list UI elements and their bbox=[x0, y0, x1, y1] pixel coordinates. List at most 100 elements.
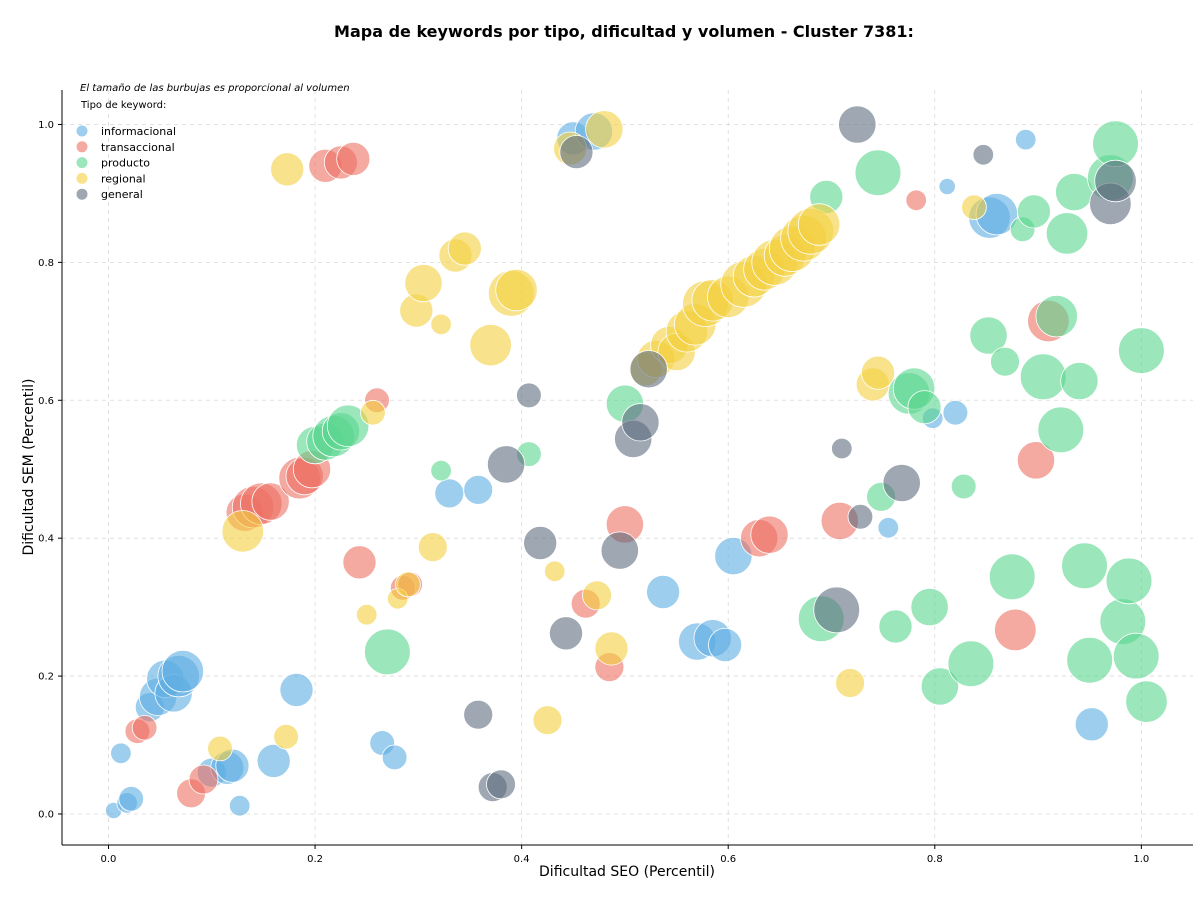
bubble-general bbox=[486, 445, 526, 484]
x-tick-label: 0.8 bbox=[927, 854, 943, 865]
x-axis-ticks: 0.0 0.2 0.4 0.6 0.8 1.0 bbox=[101, 845, 1149, 865]
bubble-regional bbox=[430, 313, 452, 336]
x-tick-label: 0.6 bbox=[720, 854, 736, 865]
y-tick-label: 0.8 bbox=[38, 258, 54, 269]
bubble-transaccional bbox=[336, 141, 371, 176]
chart-title: Mapa de keywords por tipo, dificultad y … bbox=[334, 22, 914, 41]
bubble-informacional bbox=[434, 478, 465, 509]
legend-label-informacional: informacional bbox=[101, 125, 176, 138]
bubble-regional bbox=[532, 705, 563, 736]
bubble-regional bbox=[797, 203, 841, 246]
bubble-regional bbox=[417, 532, 448, 562]
bubble-informacional bbox=[877, 517, 900, 539]
bubble-general bbox=[559, 135, 594, 170]
y-tick-label: 0.4 bbox=[38, 534, 54, 545]
bubble-general bbox=[838, 105, 877, 144]
bubble-general bbox=[600, 531, 639, 570]
y-tick-label: 0.0 bbox=[38, 809, 54, 820]
bubble-informacional bbox=[118, 785, 144, 812]
bubble-informacional bbox=[463, 474, 494, 505]
bubble-regional bbox=[469, 323, 512, 367]
bubble-general bbox=[621, 403, 660, 442]
bubble-general bbox=[549, 616, 584, 651]
legend-label-regional: regional bbox=[101, 172, 146, 185]
bubble-producto bbox=[1035, 295, 1078, 338]
bubble-regional bbox=[594, 631, 629, 666]
bubble-producto bbox=[1061, 542, 1108, 590]
bubble-regional bbox=[544, 560, 566, 583]
bubble-regional bbox=[273, 723, 299, 750]
bubble-informacional bbox=[1074, 707, 1109, 742]
legend-label-producto: producto bbox=[101, 157, 150, 170]
bubble-informacional bbox=[646, 575, 681, 610]
bubble-size-note: El tamaño de las burbujas es proporciona… bbox=[80, 83, 350, 94]
bubble-producto bbox=[326, 404, 370, 447]
bubble-regional bbox=[582, 580, 612, 611]
bubble-regional bbox=[961, 194, 987, 221]
bubble-producto bbox=[907, 390, 942, 425]
bubble-regional bbox=[270, 152, 305, 187]
bubble-transaccional bbox=[131, 714, 158, 741]
x-tick-label: 0.0 bbox=[101, 854, 117, 865]
bubble-regional bbox=[356, 604, 378, 626]
legend-label-transaccional: transaccional bbox=[101, 141, 175, 154]
bubble-producto bbox=[1060, 361, 1099, 401]
bubble-general bbox=[972, 144, 995, 166]
bubble-producto bbox=[1019, 353, 1067, 401]
bubble-general bbox=[463, 699, 494, 730]
y-axis-ticks: 0.0 0.2 0.4 0.6 0.8 1.0 bbox=[38, 120, 62, 820]
bubble-producto bbox=[920, 667, 960, 706]
x-tick-label: 1.0 bbox=[1133, 854, 1149, 865]
bubble-producto bbox=[969, 316, 1008, 355]
bubble-producto bbox=[1037, 406, 1085, 454]
bubble-regional bbox=[404, 263, 443, 303]
bubble-producto bbox=[1125, 680, 1168, 723]
bubbles bbox=[105, 105, 1168, 820]
bubble-regional bbox=[861, 355, 896, 390]
legend-title: Tipo de keyword: bbox=[80, 100, 166, 111]
bubble-producto bbox=[430, 459, 452, 482]
x-tick-label: 0.2 bbox=[307, 854, 323, 865]
bubble-regional bbox=[585, 110, 624, 149]
legend-marker-producto bbox=[76, 157, 88, 169]
bubble-regional bbox=[207, 735, 233, 762]
y-tick-label: 1.0 bbox=[38, 120, 54, 131]
bubble-general bbox=[847, 503, 874, 530]
bubble-regional bbox=[395, 571, 421, 598]
bubble-informacional bbox=[256, 743, 291, 778]
bubble-general bbox=[523, 526, 558, 561]
bubble-informacional bbox=[161, 650, 204, 693]
bubble-informacional bbox=[938, 177, 956, 196]
legend-label-general: general bbox=[101, 188, 143, 201]
bubble-general bbox=[1094, 159, 1137, 203]
y-tick-label: 0.2 bbox=[38, 672, 54, 683]
bubble-transaccional bbox=[905, 189, 927, 212]
bubble-transaccional bbox=[994, 608, 1037, 652]
bubble-informacional bbox=[228, 795, 251, 817]
bubble-producto bbox=[1045, 212, 1089, 255]
legend-marker-regional bbox=[76, 172, 88, 184]
legend: informacional transaccional producto region… bbox=[76, 125, 176, 201]
bubble-informacional bbox=[708, 628, 743, 663]
bubble-regional bbox=[221, 510, 264, 553]
bubble-general bbox=[813, 586, 860, 634]
bubble-general bbox=[629, 350, 668, 389]
bubble-producto bbox=[990, 346, 1020, 377]
bubble-producto bbox=[947, 640, 995, 687]
bubble-producto bbox=[1016, 194, 1051, 229]
bubble-producto bbox=[950, 473, 977, 500]
legend-marker-transaccional bbox=[76, 141, 88, 153]
bubble-producto bbox=[854, 149, 902, 197]
bubble-transaccional bbox=[251, 482, 290, 521]
bubble-regional bbox=[835, 668, 865, 698]
legend-marker-informacional bbox=[76, 125, 88, 137]
bubble-informacional bbox=[1014, 128, 1037, 151]
bubble-regional bbox=[360, 399, 386, 426]
bubble-general bbox=[831, 437, 853, 460]
bubble-producto bbox=[1105, 557, 1153, 605]
bubble-regional bbox=[447, 231, 482, 266]
bubble-transaccional bbox=[342, 545, 377, 580]
bubble-producto bbox=[1066, 636, 1113, 684]
x-axis-label: Dificultad SEO (Percentil) bbox=[539, 864, 715, 880]
